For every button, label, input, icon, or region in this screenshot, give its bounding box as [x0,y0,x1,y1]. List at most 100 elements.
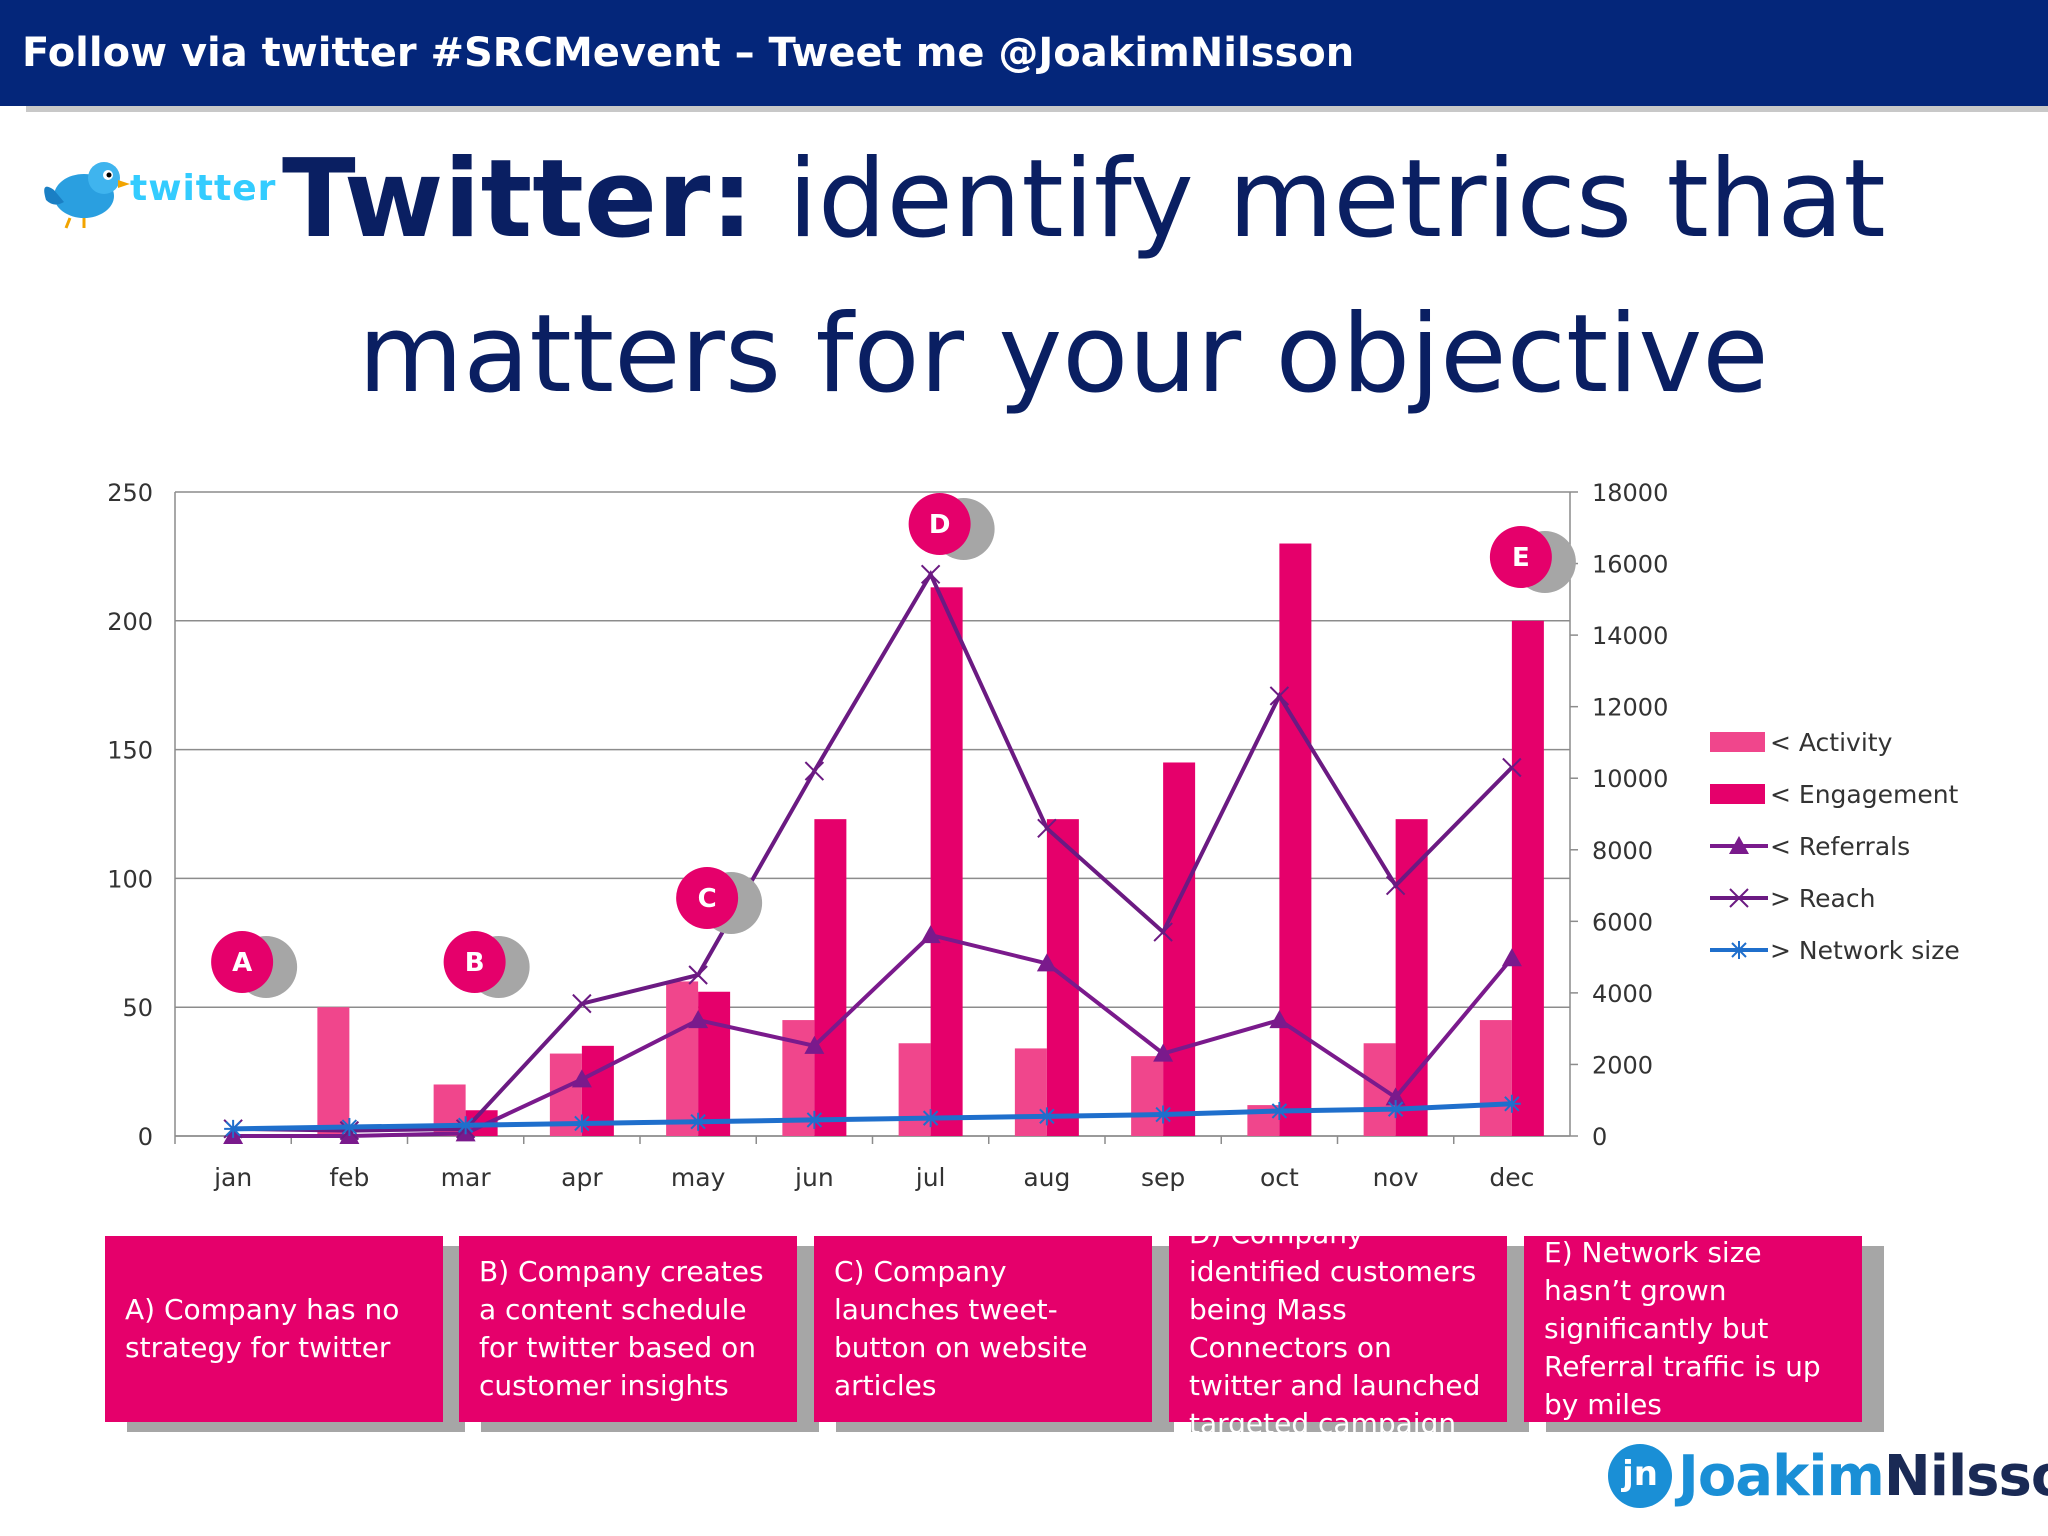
point-referrals-dec [1501,948,1522,967]
twitter-bird-icon [44,162,130,229]
point-referrals-jun [804,1035,825,1054]
twitter-wordmark: twitter [130,168,277,209]
logo-wordmark: JoakimNilsson [1678,1444,2048,1509]
point-reach-may [688,965,708,985]
point-reach-dec [1502,757,1522,778]
title-bold: Twitter: [282,137,754,262]
point-referrals-jul [920,925,941,944]
event-marker-a [211,931,274,993]
point-network-size-feb [340,1118,359,1137]
y-right-tick-label: 4000 [1592,980,1653,1008]
bar-activity-dec [1479,1020,1512,1136]
point-referrals-sep [1153,1043,1174,1062]
event-marker-e [1489,526,1552,588]
twitter-logo: twitter [40,150,275,230]
event-marker-label-c: C [698,884,717,914]
y-right-tick-label: 6000 [1592,908,1653,936]
point-network-size-aug [1037,1107,1056,1126]
annotation-box-c: C) Company launches tweet-button on webs… [814,1236,1152,1422]
point-reach-aug [1037,818,1057,839]
point-reach-oct [1269,686,1290,706]
point-network-size-oct [1270,1101,1289,1120]
title-rest: identify metrics that [753,137,1886,262]
bar-engagement-jul [930,587,963,1136]
x-tick-label-oct: oct [1260,1163,1299,1192]
y-right-tick-label: 8000 [1592,837,1653,865]
point-reach-jul [920,564,941,584]
point-network-size-apr [572,1114,591,1133]
bar-engagement-oct [1279,543,1312,1136]
annotation-box-a: A) Company has no strategy for twitter [105,1236,443,1422]
metrics-chart: 0 50 100 150 200 250 0 2000 4000 6000 8000 10000 120… [107,479,1960,1192]
y-right-tick-label: 0 [1592,1123,1607,1151]
point-network-size-mar [456,1116,475,1135]
joakim-nilsson-logo: jn JoakimNilsson [1608,1440,2048,1520]
x-tick-label-sep: sep [1141,1163,1185,1192]
y-left-tick-label: 250 [107,479,153,507]
event-marker-label-e: E [1512,543,1530,573]
event-marker-d [908,493,971,555]
point-network-size-dec [1502,1094,1521,1113]
event-marker-c [676,867,739,929]
point-reach-nov [1385,875,1406,896]
bar-activity-aug [1014,1048,1047,1136]
x-tick-label-jul: jul [915,1163,946,1192]
y-left-tick-label: 100 [107,865,153,893]
event-marker-label-d: D [929,510,951,540]
header-rule [26,106,2048,112]
point-reach-jun [804,761,825,781]
point-network-size-may [689,1112,708,1131]
y-right-tick-label: 16000 [1592,551,1668,579]
bar-activity-nov [1363,1043,1396,1136]
jn-logo-icon: jn [1608,1444,1672,1508]
x-tick-label-may: may [671,1163,726,1192]
legend-marker-referrals [1729,836,1749,854]
bar-activity-feb [317,1007,350,1136]
point-referrals-nov [1385,1087,1406,1106]
legend-label-referrals: < Referrals [1770,832,1910,861]
point-network-size-nov [1386,1100,1405,1119]
line-network-size [233,1101,1512,1132]
event-marker-label-a: A [232,948,252,978]
logo-first-name: Joakim [1678,1444,1885,1509]
point-network-size-jan [224,1119,243,1138]
event-marker-b [443,931,506,993]
logo-last-name: Nilsson [1883,1444,2048,1509]
y-left-tick-label: 50 [122,994,153,1022]
bar-engagement-dec [1511,620,1544,1136]
point-referrals-apr [571,1069,592,1088]
y-left-tick-label: 0 [138,1123,153,1151]
bar-engagement-sep [1163,762,1196,1136]
point-reach-apr [572,993,592,1014]
legend-label-engagement: < Engagement [1770,780,1959,809]
y-left-tick-label: 200 [107,608,153,636]
bar-engagement-jun [814,819,847,1136]
legend-marker-network-size [1730,941,1748,959]
header-bar: Follow via twitter #SRCMevent – Tweet me… [0,0,2048,106]
bar-engagement-may [698,991,731,1136]
y-right-tick-label: 10000 [1592,765,1668,793]
point-referrals-aug [1036,953,1057,972]
line-reach [233,569,1514,1133]
annotation-box-e: E) Network size hasn’t grown significant… [1524,1236,1862,1422]
y-right-tick-label: 2000 [1592,1051,1653,1079]
point-network-size-jun [805,1110,824,1129]
x-tick-label-aug: aug [1023,1163,1070,1192]
annotation-box-d: D) Company identified customers being Ma… [1169,1217,1507,1440]
header-text: Follow via twitter #SRCMevent – Tweet me… [22,30,1355,76]
point-network-size-jul [921,1109,940,1128]
x-tick-label-jun: jun [794,1163,834,1192]
y-right-tick-label: 12000 [1592,694,1668,722]
bar-activity-may [666,981,699,1136]
point-referrals-oct [1269,1010,1290,1029]
x-tick-label-apr: apr [561,1163,603,1192]
x-tick-label-mar: mar [441,1163,492,1192]
y-right-tick-label: 14000 [1592,622,1668,650]
x-tick-label-nov: nov [1373,1163,1419,1192]
bar-activity-sep [1131,1056,1164,1136]
annotation-box-b: B) Company creates a content schedule fo… [459,1236,797,1422]
legend-label-network-size: > Network size [1770,936,1960,965]
point-reach-sep [1153,922,1173,942]
x-tick-label-jan: jan [213,1163,252,1192]
point-network-size-sep [1154,1105,1173,1124]
